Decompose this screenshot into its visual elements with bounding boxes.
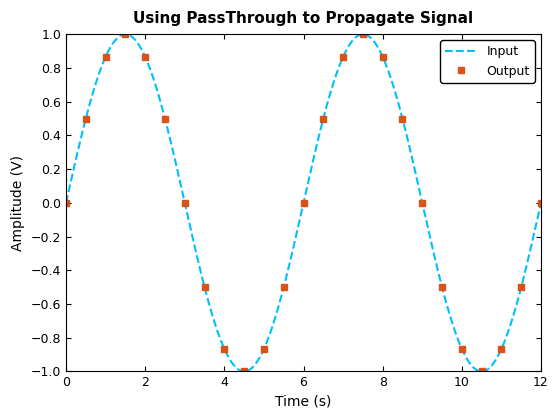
Output bbox=[142, 54, 148, 59]
Input bbox=[281, 281, 288, 286]
Output bbox=[201, 285, 208, 290]
Output bbox=[241, 369, 248, 374]
Output bbox=[63, 200, 69, 205]
Output bbox=[538, 200, 544, 205]
Input bbox=[538, 200, 544, 205]
Output bbox=[260, 346, 267, 352]
Output bbox=[181, 200, 188, 205]
Output bbox=[478, 369, 485, 374]
Y-axis label: Amplitude (V): Amplitude (V) bbox=[11, 155, 25, 251]
X-axis label: Time (s): Time (s) bbox=[276, 395, 332, 409]
Output bbox=[399, 116, 406, 121]
Output bbox=[498, 346, 505, 352]
Output bbox=[82, 116, 89, 121]
Input bbox=[478, 369, 485, 374]
Output bbox=[518, 285, 525, 290]
Input bbox=[524, 260, 531, 265]
Output bbox=[320, 116, 326, 121]
Input bbox=[87, 100, 94, 105]
Title: Using PassThrough to Propagate Signal: Using PassThrough to Propagate Signal bbox=[133, 11, 474, 26]
Line: Input: Input bbox=[66, 34, 541, 371]
Input bbox=[524, 258, 531, 263]
Output bbox=[438, 285, 445, 290]
Output bbox=[221, 346, 228, 352]
Output bbox=[162, 116, 169, 121]
Legend: Input, Output: Input, Output bbox=[440, 40, 535, 83]
Output bbox=[281, 285, 287, 290]
Output bbox=[102, 54, 109, 59]
Output bbox=[379, 54, 386, 59]
Output bbox=[419, 200, 426, 205]
Line: Output: Output bbox=[63, 32, 544, 374]
Output bbox=[340, 54, 347, 59]
Input bbox=[294, 228, 301, 234]
Input bbox=[63, 200, 69, 205]
Input bbox=[122, 32, 129, 37]
Output bbox=[122, 32, 129, 37]
Output bbox=[459, 346, 465, 352]
Input bbox=[437, 278, 444, 283]
Output bbox=[360, 32, 366, 37]
Output bbox=[300, 200, 307, 205]
